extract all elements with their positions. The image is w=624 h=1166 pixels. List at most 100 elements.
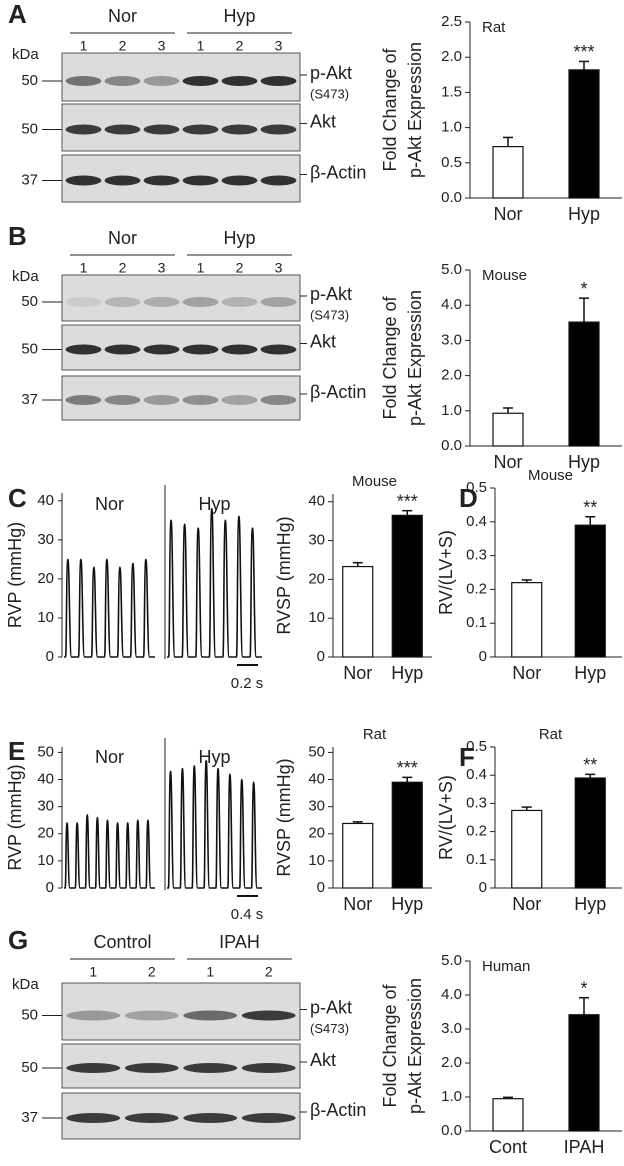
band bbox=[182, 395, 219, 405]
band bbox=[104, 344, 141, 355]
x-tick-label: Nor bbox=[343, 663, 372, 683]
row-label: β-Actin bbox=[310, 1100, 366, 1120]
marker-label: 50 bbox=[21, 1006, 38, 1023]
lane-label: 3 bbox=[158, 38, 166, 54]
y-tick-label: 3.0 bbox=[441, 1020, 462, 1037]
group-label: Nor bbox=[108, 228, 137, 248]
y-tick-label: 30 bbox=[37, 531, 54, 548]
panel-letter: B bbox=[8, 221, 27, 251]
marker-label: 37 bbox=[21, 171, 38, 188]
y-tick-label: 2.0 bbox=[441, 1054, 462, 1071]
band bbox=[221, 344, 258, 355]
blot-frame bbox=[61, 274, 301, 322]
row-label: β-Actin bbox=[310, 382, 366, 402]
pressure-wave bbox=[207, 507, 222, 658]
row-sublabel: (S473) bbox=[310, 86, 349, 101]
panel-letter: E bbox=[8, 736, 25, 766]
y-tick-label: 10 bbox=[308, 852, 325, 869]
pressure-wave bbox=[234, 515, 249, 658]
band bbox=[65, 124, 102, 135]
significance: ** bbox=[583, 755, 597, 775]
band bbox=[143, 76, 180, 86]
pressure-wave bbox=[134, 819, 145, 889]
y-tick-label: 1.0 bbox=[441, 1088, 462, 1105]
y-tick-label: 40 bbox=[308, 771, 325, 788]
x-tick-label: Nor bbox=[343, 894, 372, 914]
y-tick-label: 10 bbox=[37, 609, 54, 626]
panel-letter: D bbox=[459, 483, 478, 513]
y-tick-label: 5.0 bbox=[441, 261, 462, 278]
band bbox=[260, 344, 297, 355]
pressure-wave bbox=[84, 813, 95, 889]
bar bbox=[391, 514, 423, 658]
band bbox=[260, 395, 297, 405]
row-label: p-Akt bbox=[310, 63, 352, 83]
y-tick-label: 0.2 bbox=[466, 580, 487, 597]
marker-label: 50 bbox=[21, 72, 38, 89]
band bbox=[221, 175, 258, 186]
y-tick-label: 0 bbox=[46, 879, 54, 896]
y-tick-label: 20 bbox=[308, 570, 325, 587]
row-label: Akt bbox=[310, 331, 336, 351]
band bbox=[104, 395, 141, 405]
y-tick-label: 0.1 bbox=[466, 851, 487, 868]
y-tick-label: 0 bbox=[317, 879, 325, 896]
y-label: RV/(LV+S) bbox=[436, 775, 456, 860]
y-tick-label: 0.5 bbox=[441, 154, 462, 171]
significance: * bbox=[580, 279, 587, 299]
y-tick-label: 0.3 bbox=[466, 547, 487, 564]
pressure-wave bbox=[129, 562, 142, 658]
band bbox=[260, 124, 297, 135]
group-label: Nor bbox=[95, 747, 124, 767]
band bbox=[221, 124, 258, 135]
panel-letter: C bbox=[8, 483, 27, 513]
marker-label: 50 bbox=[21, 293, 38, 310]
blot-frame bbox=[61, 375, 301, 421]
y-label: RVSP (mmHg) bbox=[274, 758, 294, 876]
y-tick-label: 0 bbox=[479, 879, 487, 896]
lane-label: 1 bbox=[197, 38, 205, 54]
bar bbox=[391, 781, 423, 889]
y-tick-label: 10 bbox=[308, 609, 325, 626]
significance: ** bbox=[583, 497, 597, 517]
band bbox=[124, 1010, 179, 1021]
pressure-wave bbox=[116, 566, 129, 658]
x-tick-label: Hyp bbox=[568, 204, 600, 224]
pressure-wave bbox=[114, 822, 125, 889]
significance: *** bbox=[397, 491, 418, 511]
marker-label: 50 bbox=[21, 120, 38, 137]
band bbox=[104, 297, 141, 307]
pressure-wave bbox=[104, 819, 115, 889]
band bbox=[221, 76, 258, 86]
pressure-wave bbox=[64, 558, 77, 658]
pressure-wave bbox=[238, 778, 251, 889]
pressure-wave bbox=[167, 519, 181, 658]
pressure-wave bbox=[124, 822, 135, 889]
pressure-wave bbox=[221, 519, 235, 658]
band bbox=[65, 175, 102, 186]
marker-label: 50 bbox=[21, 1059, 38, 1076]
y-tick-label: 1.0 bbox=[441, 119, 462, 136]
band bbox=[182, 76, 219, 86]
chart-title: Human bbox=[482, 958, 530, 975]
y-tick-label: 2.0 bbox=[441, 48, 462, 65]
band bbox=[221, 297, 258, 307]
y-tick-label: 40 bbox=[308, 493, 325, 510]
row-sublabel: (S473) bbox=[310, 1021, 349, 1036]
y-tick-label: 50 bbox=[37, 743, 54, 760]
y-tick-label: 0.0 bbox=[441, 1122, 462, 1139]
group-label: Nor bbox=[95, 494, 124, 514]
band bbox=[182, 124, 219, 135]
band bbox=[143, 297, 180, 307]
band bbox=[183, 1010, 238, 1021]
lane-label: 1 bbox=[206, 964, 214, 980]
y-tick-label: 0.2 bbox=[466, 823, 487, 840]
band bbox=[143, 175, 180, 186]
y-tick-label: 4.0 bbox=[441, 296, 462, 313]
scale-label: 0.2 s bbox=[231, 675, 264, 692]
y-tick-label: 4.0 bbox=[441, 986, 462, 1003]
lane-label: 2 bbox=[119, 260, 127, 276]
row-sublabel: (S473) bbox=[310, 307, 349, 322]
y-label: RV/(LV+S) bbox=[436, 530, 456, 615]
